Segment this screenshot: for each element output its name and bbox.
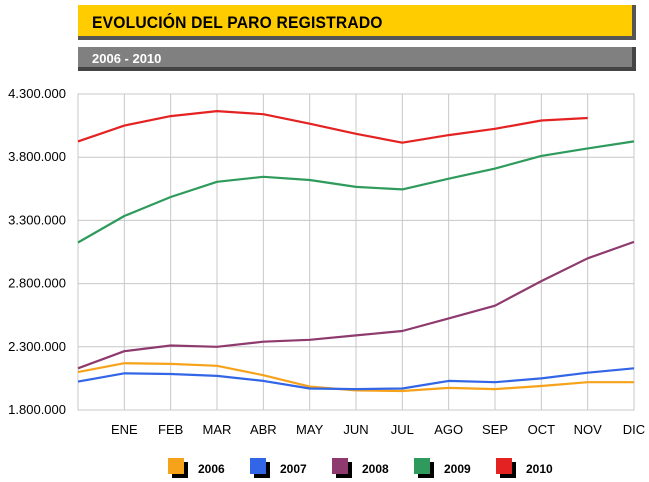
x-tick-label: JUN (343, 422, 368, 437)
legend-label: 2009 (444, 462, 471, 476)
chart-title: EVOLUCIÓN DEL PARO REGISTRADO (92, 13, 383, 32)
x-tick-label: DIC (623, 422, 645, 437)
subtitle-banner: 2006 - 2010 (78, 47, 636, 71)
series-line-2009 (77, 140, 635, 244)
x-tick-label: FEB (158, 422, 183, 437)
series-line-2010 (77, 109, 588, 144)
legend-label: 2008 (362, 462, 389, 476)
x-tick-label: MAY (296, 422, 324, 437)
x-tick-label: OCT (528, 422, 556, 437)
x-tick-label: ABR (250, 422, 277, 437)
title-banner: EVOLUCIÓN DEL PARO REGISTRADO (78, 5, 636, 40)
y-tick-label: 2.800.000 (8, 276, 66, 291)
legend-label: 2006 (198, 462, 225, 476)
legend-swatch (250, 458, 266, 474)
series-line-2007 (77, 367, 635, 391)
x-tick-label: NOV (574, 422, 603, 437)
series-line-2006 (77, 362, 634, 393)
legend-label: 2007 (280, 462, 307, 476)
chart-legend: 2006 2007 2008 2009 2010 (0, 458, 649, 482)
y-tick-label: 3.300.000 (8, 212, 66, 227)
y-tick-label: 2.300.000 (8, 339, 66, 354)
series-line-2008 (77, 240, 635, 370)
x-tick-label: MAR (203, 422, 232, 437)
x-tick-label: ENE (111, 422, 138, 437)
legend-swatch (168, 458, 184, 474)
legend-swatch (414, 458, 430, 474)
chart-subtitle: 2006 - 2010 (92, 51, 162, 66)
x-tick-label: SEP (482, 422, 508, 437)
y-tick-label: 4.300.000 (8, 86, 66, 101)
x-tick-label: AGO (434, 422, 463, 437)
legend-swatch (332, 458, 348, 474)
x-tick-label: JUL (391, 422, 414, 437)
y-tick-label: 3.800.000 (8, 149, 66, 164)
legend-swatch (496, 458, 512, 474)
legend-label: 2010 (526, 462, 553, 476)
y-tick-label: 1.800.000 (8, 402, 66, 417)
